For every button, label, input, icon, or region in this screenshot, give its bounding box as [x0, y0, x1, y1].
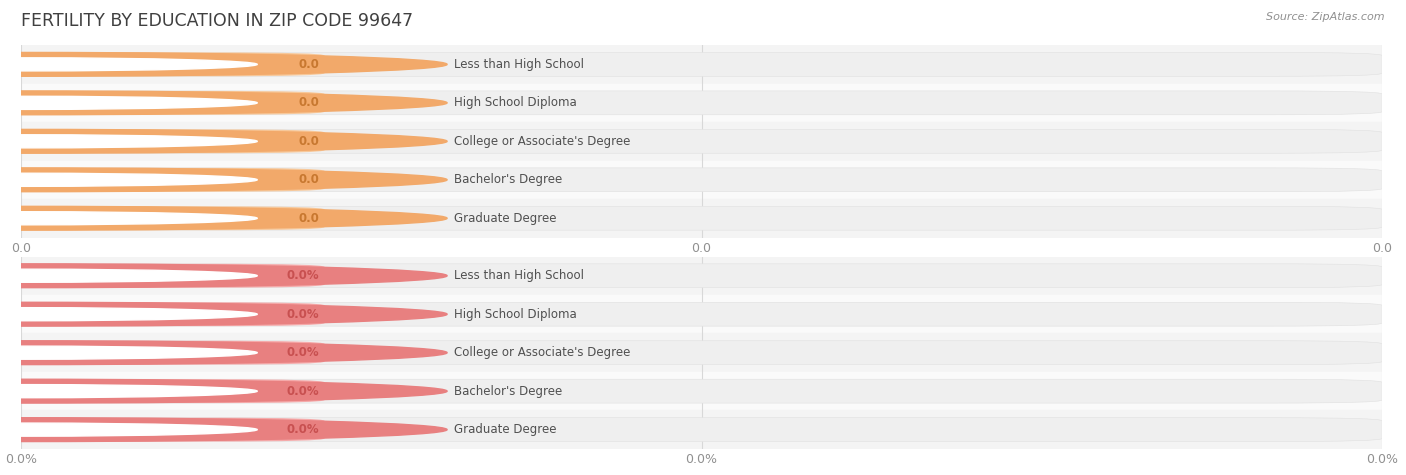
Circle shape — [0, 129, 447, 153]
Text: Graduate Degree: Graduate Degree — [454, 423, 557, 436]
Text: Less than High School: Less than High School — [454, 58, 583, 71]
FancyBboxPatch shape — [25, 206, 325, 230]
Circle shape — [0, 302, 447, 326]
Circle shape — [0, 341, 447, 365]
Text: High School Diploma: High School Diploma — [454, 308, 576, 321]
FancyBboxPatch shape — [25, 418, 325, 442]
Text: 0.0%: 0.0% — [287, 269, 319, 282]
Circle shape — [0, 168, 447, 192]
Circle shape — [0, 264, 447, 288]
Text: College or Associate's Degree: College or Associate's Degree — [454, 346, 630, 359]
Circle shape — [0, 212, 257, 225]
Text: Bachelor's Degree: Bachelor's Degree — [454, 385, 562, 398]
FancyBboxPatch shape — [25, 418, 1382, 442]
Text: FERTILITY BY EDUCATION IN ZIP CODE 99647: FERTILITY BY EDUCATION IN ZIP CODE 99647 — [21, 12, 413, 30]
FancyBboxPatch shape — [25, 206, 1382, 230]
Bar — [21, 295, 1382, 333]
Bar — [21, 333, 1382, 372]
FancyBboxPatch shape — [25, 168, 325, 192]
FancyBboxPatch shape — [25, 91, 1382, 115]
Circle shape — [0, 269, 257, 282]
Text: 0.0: 0.0 — [298, 173, 319, 186]
FancyBboxPatch shape — [25, 341, 1382, 365]
Circle shape — [0, 206, 447, 230]
Circle shape — [0, 58, 257, 71]
FancyBboxPatch shape — [25, 52, 325, 76]
Bar — [21, 256, 1382, 295]
Circle shape — [0, 52, 447, 76]
Circle shape — [0, 385, 257, 398]
Text: College or Associate's Degree: College or Associate's Degree — [454, 135, 630, 148]
Circle shape — [0, 308, 257, 321]
FancyBboxPatch shape — [25, 52, 1382, 76]
Bar — [21, 199, 1382, 238]
Bar — [21, 45, 1382, 84]
FancyBboxPatch shape — [25, 264, 1382, 288]
Text: 0.0%: 0.0% — [287, 308, 319, 321]
Text: Graduate Degree: Graduate Degree — [454, 212, 557, 225]
FancyBboxPatch shape — [25, 129, 325, 153]
Text: 0.0: 0.0 — [298, 135, 319, 148]
FancyBboxPatch shape — [25, 129, 1382, 153]
Text: 0.0%: 0.0% — [287, 346, 319, 359]
Text: High School Diploma: High School Diploma — [454, 96, 576, 109]
Text: 0.0: 0.0 — [298, 96, 319, 109]
Circle shape — [0, 135, 257, 148]
Text: Source: ZipAtlas.com: Source: ZipAtlas.com — [1267, 12, 1385, 22]
Text: 0.0%: 0.0% — [287, 385, 319, 398]
Text: Bachelor's Degree: Bachelor's Degree — [454, 173, 562, 186]
Text: 0.0%: 0.0% — [287, 423, 319, 436]
Bar — [21, 84, 1382, 122]
Circle shape — [0, 346, 257, 359]
FancyBboxPatch shape — [25, 302, 1382, 326]
FancyBboxPatch shape — [25, 91, 325, 115]
Text: 0.0: 0.0 — [298, 58, 319, 71]
Text: Less than High School: Less than High School — [454, 269, 583, 282]
FancyBboxPatch shape — [25, 379, 325, 403]
Text: 0.0: 0.0 — [298, 212, 319, 225]
Circle shape — [0, 379, 447, 403]
Bar — [21, 161, 1382, 199]
Circle shape — [0, 96, 257, 109]
Circle shape — [0, 423, 257, 436]
Bar — [21, 122, 1382, 161]
FancyBboxPatch shape — [25, 302, 325, 326]
FancyBboxPatch shape — [25, 341, 325, 365]
Circle shape — [0, 91, 447, 115]
FancyBboxPatch shape — [25, 168, 1382, 192]
FancyBboxPatch shape — [25, 379, 1382, 403]
Circle shape — [0, 418, 447, 442]
FancyBboxPatch shape — [25, 264, 325, 288]
Bar — [21, 372, 1382, 410]
Circle shape — [0, 173, 257, 186]
Bar — [21, 410, 1382, 449]
